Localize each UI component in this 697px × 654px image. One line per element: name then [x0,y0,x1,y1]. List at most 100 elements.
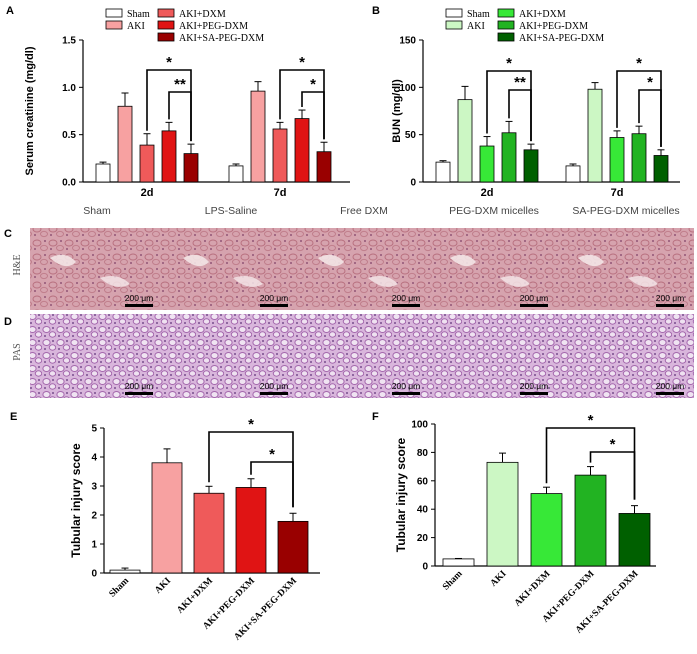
x-category-label: 7d [274,187,287,199]
significance-bracket-7d-outer-label: * [299,54,305,71]
bar-2d-aki [117,105,133,183]
legend-swatch-aki-peg-dxm [157,20,175,30]
x-category-label-aki: AKI [153,576,173,596]
lumen-space [50,254,76,267]
micrograph-pas-lps-saline [163,314,298,398]
legend-swatch-aki-sa-peg-dxm [157,32,175,42]
scale-bar-pas-peg-dxm-micelles [520,392,548,395]
column-title-sham: Sham [83,205,111,217]
legend-label-aki: AKI [127,21,145,32]
significance-bracket-7d-inner-label: * [647,74,653,91]
bar-7d-aki-peg-dxm [294,118,310,183]
scale-bar-label-pas-sa-peg-dxm-micelles: 200 μm [656,381,685,391]
legend-swatch-aki [445,20,463,30]
panel-letter-f: F [372,411,379,423]
bar-7d-aki-dxm [272,128,288,183]
bar-2d-sham [95,163,111,183]
row-label-pas: PAS [12,343,23,360]
y-tick-label: 0 [410,178,416,189]
y-tick-label: 1.0 [62,83,76,94]
scale-bar-he-sa-peg-dxm-micelles [656,304,684,307]
bar-aki-sa-peg-dxm [618,513,651,567]
micrograph-pas-free-dxm [298,314,430,398]
x-category-label: 2d [141,187,154,199]
y-axis-label: Tubular injury score [394,437,408,552]
x-category-label-sham: Sham [108,576,132,600]
y-tick-label: 3 [91,482,97,493]
legend-label-sham: Sham [467,9,490,20]
bar-7d-sham [565,165,581,183]
legend-swatch-aki-dxm [497,8,515,18]
chart-a-serum-creatinine: 0.0 0.5 1.0 1.5 Serum creatinine (mg/dl) 2d 7d… [24,8,350,199]
significance-bracket-2d-inner-label: ** [174,76,186,93]
panel-letter-d: D [4,316,12,328]
scale-bar-pas-free-dxm [392,392,420,395]
column-title-lps-saline: LPS-Saline [204,205,258,217]
bar-2d-aki-peg-dxm [161,130,177,183]
bar-aki-dxm [193,492,225,574]
micrograph-pas-peg-dxm-micelles [430,314,558,398]
lumen-space [578,254,604,267]
y-tick-label: 1 [91,540,97,551]
lumen-space [368,276,398,287]
x-category-label: 7d [611,187,624,199]
scale-bar-pas-lps-saline [260,392,288,395]
significance-bracket-2d-inner [168,91,192,142]
y-tick-label: 2 [91,511,97,522]
bar-sham [442,558,475,567]
micrograph-he-peg-dxm-micelles [430,228,558,310]
x-category-label-aki: AKI [489,569,509,589]
scale-bar-he-sham [125,304,153,307]
column-title-peg-dxm: PEG-DXM micelles [449,205,539,217]
bar-aki [486,461,519,567]
bar-7d-aki-peg-dxm [631,133,647,183]
lumen-space [233,276,263,287]
y-tick-label: 5 [91,424,97,435]
legend-swatch-aki-sa-peg-dxm [497,32,515,42]
legend-swatch-sham [105,8,123,18]
y-tick-label: 50 [405,130,417,141]
legend-swatch-aki [105,20,123,30]
significance-bracket-2d-outer-label: * [506,55,512,72]
lumen-space [500,276,530,287]
chart-e-tubular-score: 0 1 2 3 4 5 Tubular injury score Sham AKI AKI+DXM… [69,416,320,643]
y-tick-label: 1.5 [62,36,76,47]
column-title-sa-peg-dxm: SA-PEG-DXM micelles [572,205,680,217]
legend-label-aki-peg-dxm: AKI+PEG-DXM [179,21,248,32]
x-category-label-sham: Sham [441,569,465,593]
bar-2d-aki-dxm [479,145,495,183]
y-axis-label: BUN (mg/dl) [391,79,403,143]
micrograph-he-sa-peg-dxm-micelles [558,228,694,310]
scale-bar-he-lps-saline [260,304,288,307]
significance-bracket-2d-inner [508,89,532,142]
micrograph-he-free-dxm [298,228,430,310]
y-tick-label: 60 [417,476,429,487]
y-tick-label: 0 [422,562,428,573]
scale-bar-label-pas-free-dxm: 200 μm [392,381,421,391]
significance-bracket-outer-label: * [588,412,594,429]
panel-letter-b: B [372,5,380,17]
significance-bracket-inner-label: * [610,436,616,453]
legend-swatch-aki-peg-dxm [497,20,515,30]
bar-aki [151,462,183,574]
significance-bracket-7d-inner [638,89,662,147]
column-title-free-dxm: Free DXM [340,205,388,217]
y-tick-label: 20 [417,533,429,544]
x-category-label-aki-dxm: AKI+DXM [513,569,553,609]
lumen-space [100,276,130,287]
micrograph-pas-sa-peg-dxm-micelles [558,314,694,398]
scale-bar-label-he-sa-peg-dxm-micelles: 200 μm [656,293,685,303]
y-tick-label: 0 [91,569,97,580]
histology-grid: H&E PAS 200 μm 200 μm 200 μm 200 μm 200 μm 20… [12,228,694,398]
bar-7d-aki [250,90,266,183]
bar-2d-aki-sa-peg-dxm [183,153,199,183]
legend-label-aki-sa-peg-dxm: AKI+SA-PEG-DXM [179,33,264,44]
scale-bar-he-free-dxm [392,304,420,307]
bar-7d-aki-sa-peg-dxm [653,155,669,183]
bar-aki-peg-dxm [574,474,607,567]
micrograph-he-sham [30,228,163,310]
significance-bracket-2d-outer-label: * [166,54,172,71]
